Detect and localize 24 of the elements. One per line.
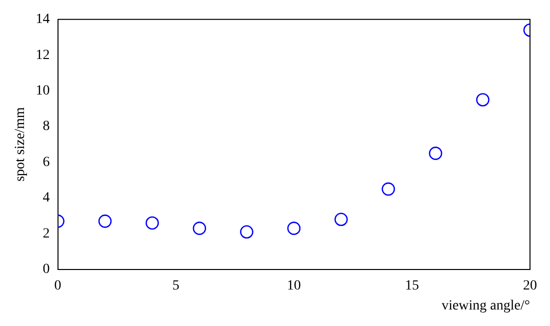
point	[287, 222, 301, 235]
point	[146, 216, 159, 230]
x-tick-label: 10	[286, 278, 301, 294]
y-axis-title: spot size/mm	[13, 107, 28, 182]
y-tick-label: 6	[42, 154, 50, 170]
y-tick-label: 12	[36, 48, 50, 63]
point	[240, 225, 254, 239]
y-tick-label: 8	[42, 119, 50, 134]
point	[428, 146, 442, 160]
y-tick-label: 14	[36, 12, 50, 28]
point	[476, 93, 490, 106]
x-tick-label: 20	[523, 278, 537, 294]
x-axis-title: viewing angle/°	[442, 298, 530, 314]
y-tick-label: 2	[42, 226, 50, 242]
y-tick-label: 10	[36, 84, 50, 98]
point	[192, 222, 206, 235]
point	[98, 214, 112, 228]
point	[334, 212, 348, 226]
y-tick-label: 0	[42, 262, 50, 278]
x-tick-label: 0	[54, 278, 62, 294]
y-tick-label: 4	[42, 190, 50, 206]
x-tick-label: 15	[404, 278, 419, 294]
x-tick-label: 5	[172, 278, 180, 294]
point	[382, 182, 395, 196]
